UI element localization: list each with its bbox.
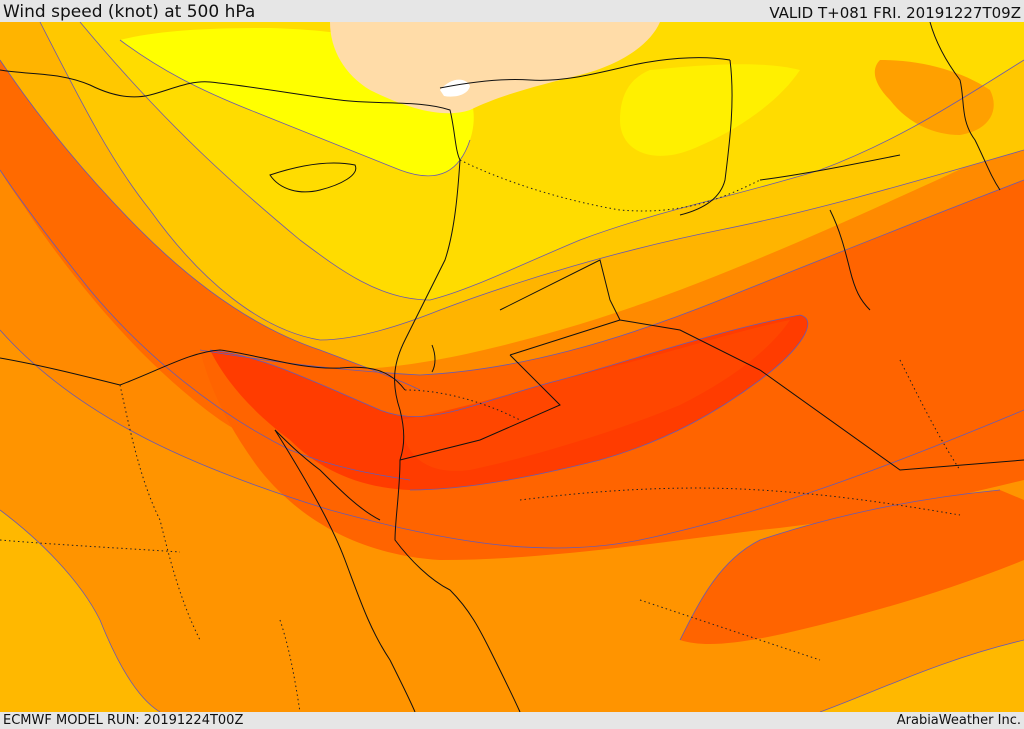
country-borders (0, 159, 961, 712)
band-gold-southwest (0, 510, 160, 712)
isotach-line (209, 314, 809, 491)
coastline-gulf-of-suez (274, 429, 381, 521)
coastlines (0, 22, 1001, 712)
border-solid (499, 259, 1024, 471)
isotach-line (0, 59, 421, 391)
valid-time-label: VALID T+081 FRI. 20191227T09Z (769, 4, 1021, 22)
border-dotted (0, 539, 181, 553)
band-peach (330, 22, 660, 114)
border-dotted (519, 487, 961, 516)
border-dotted (459, 159, 761, 212)
isotach-line (679, 489, 1001, 641)
coastline-gulf (829, 209, 871, 311)
band-red-inner (400, 320, 790, 471)
isotach-line (39, 22, 1024, 341)
coastline-dead-sea (431, 344, 436, 373)
coastline-levant (394, 159, 461, 461)
coastline-red-sea-west (274, 429, 416, 712)
isotach-line (819, 639, 1024, 712)
footer-bar: ECMWF MODEL RUN: 20191224T00Z ArabiaWeat… (0, 712, 1024, 729)
credit-label: ArabiaWeather Inc. (896, 713, 1021, 728)
coastline-black-sea-south (439, 57, 731, 89)
isotach-lines (0, 22, 1024, 712)
isotach-line (199, 179, 1024, 376)
wind-speed-map (0, 22, 1024, 712)
isotach-line (119, 39, 471, 177)
map-title: Wind speed (knot) at 500 hPa (3, 2, 256, 22)
isotach-line (0, 509, 161, 712)
map-canvas (0, 22, 1024, 712)
isotach-line (0, 169, 411, 481)
coastline-caspian (929, 22, 1001, 191)
border-dotted (279, 619, 301, 712)
coastline-turkey-south (0, 69, 461, 161)
border-solid (509, 319, 621, 356)
border-solid (679, 59, 733, 216)
border-dotted (899, 359, 961, 471)
border-solid (759, 154, 901, 181)
model-run-label: ECMWF MODEL RUN: 20191224T00Z (3, 713, 244, 728)
coastline-red-sea-east (394, 459, 521, 712)
band-red-orange-south (680, 490, 1024, 645)
coastline-cyprus (269, 162, 357, 193)
band-yellow-east (620, 64, 800, 156)
band-orange-northeast (874, 60, 994, 135)
isotach-line (79, 22, 1024, 301)
header-bar: Wind speed (knot) at 500 hPa VALID T+081… (0, 0, 1024, 22)
coastline-egypt-north (0, 349, 406, 391)
isotach-line (0, 329, 1024, 549)
band-gold-southeast (820, 640, 1024, 712)
border-dotted (639, 599, 821, 661)
political-borders (399, 59, 1024, 471)
border-solid (399, 354, 561, 461)
